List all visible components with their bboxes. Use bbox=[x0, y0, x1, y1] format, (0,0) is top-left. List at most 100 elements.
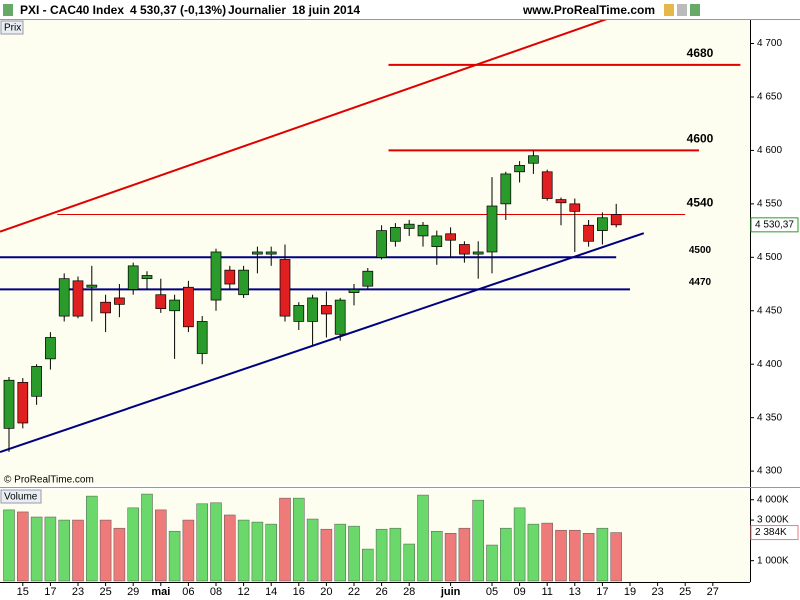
y-tick-label: 4 500 bbox=[757, 252, 782, 263]
candle-body bbox=[293, 305, 305, 322]
level-label: 4540 bbox=[687, 196, 714, 210]
x-tick-label: 29 bbox=[127, 586, 139, 598]
x-tick-label: 20 bbox=[320, 586, 332, 598]
volume-bar bbox=[224, 514, 236, 582]
candle-body bbox=[348, 289, 360, 293]
last-price-label: 4 530,37 bbox=[755, 219, 794, 230]
candle-body bbox=[514, 165, 525, 173]
candle-body bbox=[3, 379, 15, 429]
volume-bar bbox=[596, 527, 609, 582]
volume-bar bbox=[500, 527, 512, 582]
candle-body bbox=[334, 299, 346, 335]
volume-bar bbox=[210, 502, 222, 582]
volume-bar bbox=[265, 523, 277, 582]
volume-bar bbox=[555, 529, 567, 582]
level-label: 4600 bbox=[687, 132, 714, 146]
price-panel bbox=[0, 20, 750, 485]
volume-bar bbox=[569, 529, 581, 582]
candle-body bbox=[169, 299, 180, 312]
period: Journalier bbox=[228, 3, 286, 17]
volume-bar bbox=[541, 522, 553, 582]
level-label: 4500 bbox=[689, 245, 712, 256]
x-tick-label: 19 bbox=[624, 586, 636, 598]
candle-body bbox=[610, 214, 622, 226]
level-label: 4680 bbox=[687, 46, 714, 60]
volume-bar bbox=[3, 509, 15, 582]
y-tick-label: 4 400 bbox=[757, 359, 782, 370]
x-tick-label: 05 bbox=[486, 586, 498, 598]
volume-bar bbox=[251, 521, 264, 582]
candle-body bbox=[100, 301, 111, 314]
x-tick-label: 12 bbox=[237, 586, 249, 598]
volume-bar bbox=[458, 527, 471, 582]
candle-body bbox=[321, 305, 332, 315]
price-plot bbox=[0, 20, 741, 453]
volume-bar bbox=[582, 533, 595, 582]
panel-label: Volume bbox=[4, 492, 38, 503]
y-tick-label: 4 000K bbox=[757, 494, 789, 505]
volume-bar bbox=[113, 527, 126, 582]
volume-bar bbox=[279, 497, 291, 582]
y-tick-label: 4 700 bbox=[757, 38, 782, 49]
volume-bar bbox=[141, 493, 153, 582]
candle-body bbox=[362, 270, 374, 287]
candle-body bbox=[528, 155, 539, 164]
panel-label: Prix bbox=[4, 23, 21, 34]
x-tick-label: 11 bbox=[541, 586, 552, 598]
site: www.ProRealTime.com bbox=[522, 3, 655, 17]
volume-bar bbox=[486, 544, 498, 582]
volume-bar bbox=[472, 499, 484, 582]
volume-bar bbox=[375, 528, 388, 582]
candle-body bbox=[472, 251, 484, 255]
x-tick-label: 28 bbox=[403, 586, 415, 598]
volume-bar bbox=[44, 516, 57, 582]
candle-body bbox=[196, 321, 208, 354]
x-tick-label: 09 bbox=[513, 586, 525, 598]
toolbar-icon[interactable] bbox=[677, 4, 687, 16]
volume-bar bbox=[362, 548, 374, 582]
candle-body bbox=[390, 227, 401, 242]
candle-body bbox=[210, 251, 222, 301]
toolbar-icon[interactable] bbox=[690, 4, 700, 16]
candle-body bbox=[86, 284, 98, 288]
x-tick-label: 27 bbox=[707, 586, 719, 598]
last-volume-label: 2 384K bbox=[755, 527, 787, 538]
candle-body bbox=[307, 297, 318, 322]
volume-bar bbox=[320, 528, 333, 582]
candle-body bbox=[141, 275, 153, 280]
panel-label-box bbox=[0, 20, 24, 35]
x-tick-label: 25 bbox=[99, 586, 111, 598]
trend-line bbox=[0, 20, 608, 233]
level-label: 4470 bbox=[689, 277, 712, 288]
volume-bar bbox=[610, 532, 622, 582]
x-tick-label: juin bbox=[440, 586, 461, 598]
candle-body bbox=[445, 233, 456, 241]
candle-body bbox=[72, 280, 84, 317]
trend-line bbox=[0, 232, 645, 453]
volume-bar bbox=[196, 503, 208, 582]
x-tick-label: 23 bbox=[72, 586, 84, 598]
toolbar-icon[interactable] bbox=[664, 4, 674, 16]
volume-bar bbox=[293, 497, 305, 582]
candle-body bbox=[555, 199, 567, 204]
candle-body bbox=[417, 224, 429, 237]
candle-body bbox=[58, 278, 70, 317]
volume-bar bbox=[99, 519, 112, 582]
x-tick-label: 23 bbox=[651, 586, 663, 598]
candle-body bbox=[224, 269, 236, 285]
candle-body bbox=[279, 259, 291, 317]
y-tick-label: 4 300 bbox=[757, 466, 782, 477]
candle-body bbox=[541, 171, 553, 199]
y-tick-label: 4 550 bbox=[757, 199, 782, 210]
volume-bar bbox=[168, 530, 181, 582]
candle-body bbox=[486, 205, 498, 253]
last-price-box bbox=[750, 217, 799, 233]
y-tick-label: 4 650 bbox=[757, 92, 782, 103]
candle-body bbox=[252, 251, 263, 255]
volume-bar bbox=[403, 543, 415, 582]
volume-bar bbox=[72, 519, 84, 582]
volume-bar bbox=[527, 523, 540, 582]
volume-bar bbox=[334, 523, 346, 582]
copyright: © ProRealTime.com bbox=[4, 475, 94, 486]
